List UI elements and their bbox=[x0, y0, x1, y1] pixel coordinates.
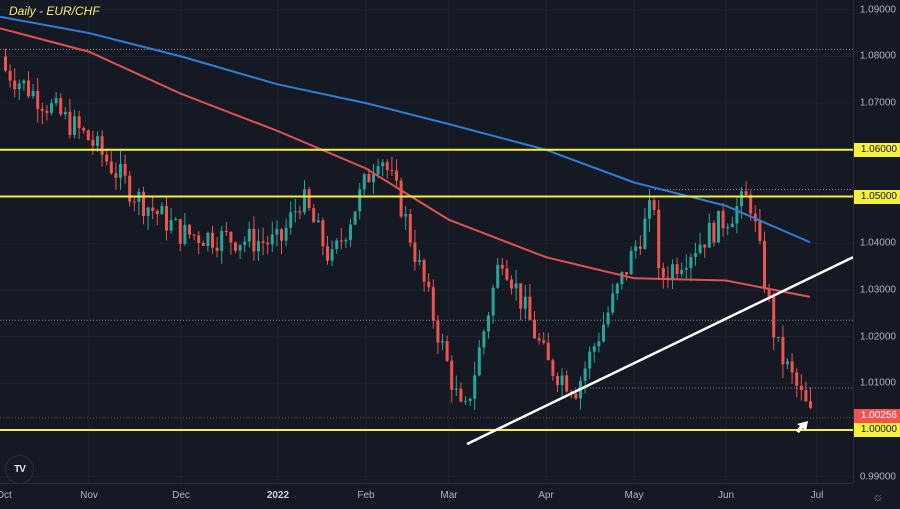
price-axis[interactable]: 1.09000 1.08000 1.07000 1.06000 1.05000 1.040… bbox=[853, 0, 900, 483]
price-tick-label: 1.01000 bbox=[859, 377, 896, 389]
last-price-label: 1.00256 bbox=[854, 409, 900, 424]
moving-average-line bbox=[0, 27, 811, 298]
level-price-label: 1.06000 bbox=[854, 142, 900, 157]
price-tick-label: 1.03000 bbox=[859, 284, 896, 296]
price-tick-label: 1.02000 bbox=[859, 331, 896, 343]
moving-average-line bbox=[0, 15, 811, 244]
time-tick-label: May bbox=[624, 490, 644, 501]
price-tick-label: 0.99000 bbox=[859, 471, 896, 483]
time-tick-label: Jul bbox=[810, 490, 824, 501]
trendline[interactable] bbox=[466, 256, 854, 446]
price-tick-label: 1.04000 bbox=[859, 237, 896, 249]
price-tick-label: 1.08000 bbox=[859, 50, 896, 62]
time-tick-label: Apr bbox=[538, 490, 554, 501]
gear-icon[interactable]: ☼ bbox=[872, 489, 884, 504]
time-tick-label: Nov bbox=[80, 490, 98, 501]
time-tick-label: Feb bbox=[357, 490, 375, 501]
level-price-label: 1.00000 bbox=[854, 423, 900, 437]
plot-area[interactable]: Daily - EUR/CHF TV bbox=[0, 0, 854, 484]
level-price-label: 1.05000 bbox=[854, 189, 900, 204]
time-tick-label: Jun bbox=[717, 490, 735, 501]
chart-title: Daily - EUR/CHF bbox=[9, 4, 100, 18]
chart-canvas[interactable] bbox=[0, 0, 854, 483]
price-tick-label: 1.07000 bbox=[859, 97, 896, 109]
arrow-annotation-icon[interactable] bbox=[796, 421, 808, 433]
tradingview-logo[interactable]: TV bbox=[5, 455, 34, 484]
time-tick-label: Oct bbox=[0, 490, 12, 501]
time-tick-label: Mar bbox=[440, 490, 458, 501]
grid bbox=[0, 0, 853, 483]
price-tick-label: 1.09000 bbox=[859, 4, 896, 16]
time-tick-label: Dec bbox=[172, 490, 190, 501]
time-tick-label: 2022 bbox=[266, 490, 290, 501]
time-axis[interactable]: Oct Nov Dec 2022 Feb Mar Apr May Jun Jul bbox=[0, 483, 853, 509]
candles bbox=[4, 48, 812, 411]
